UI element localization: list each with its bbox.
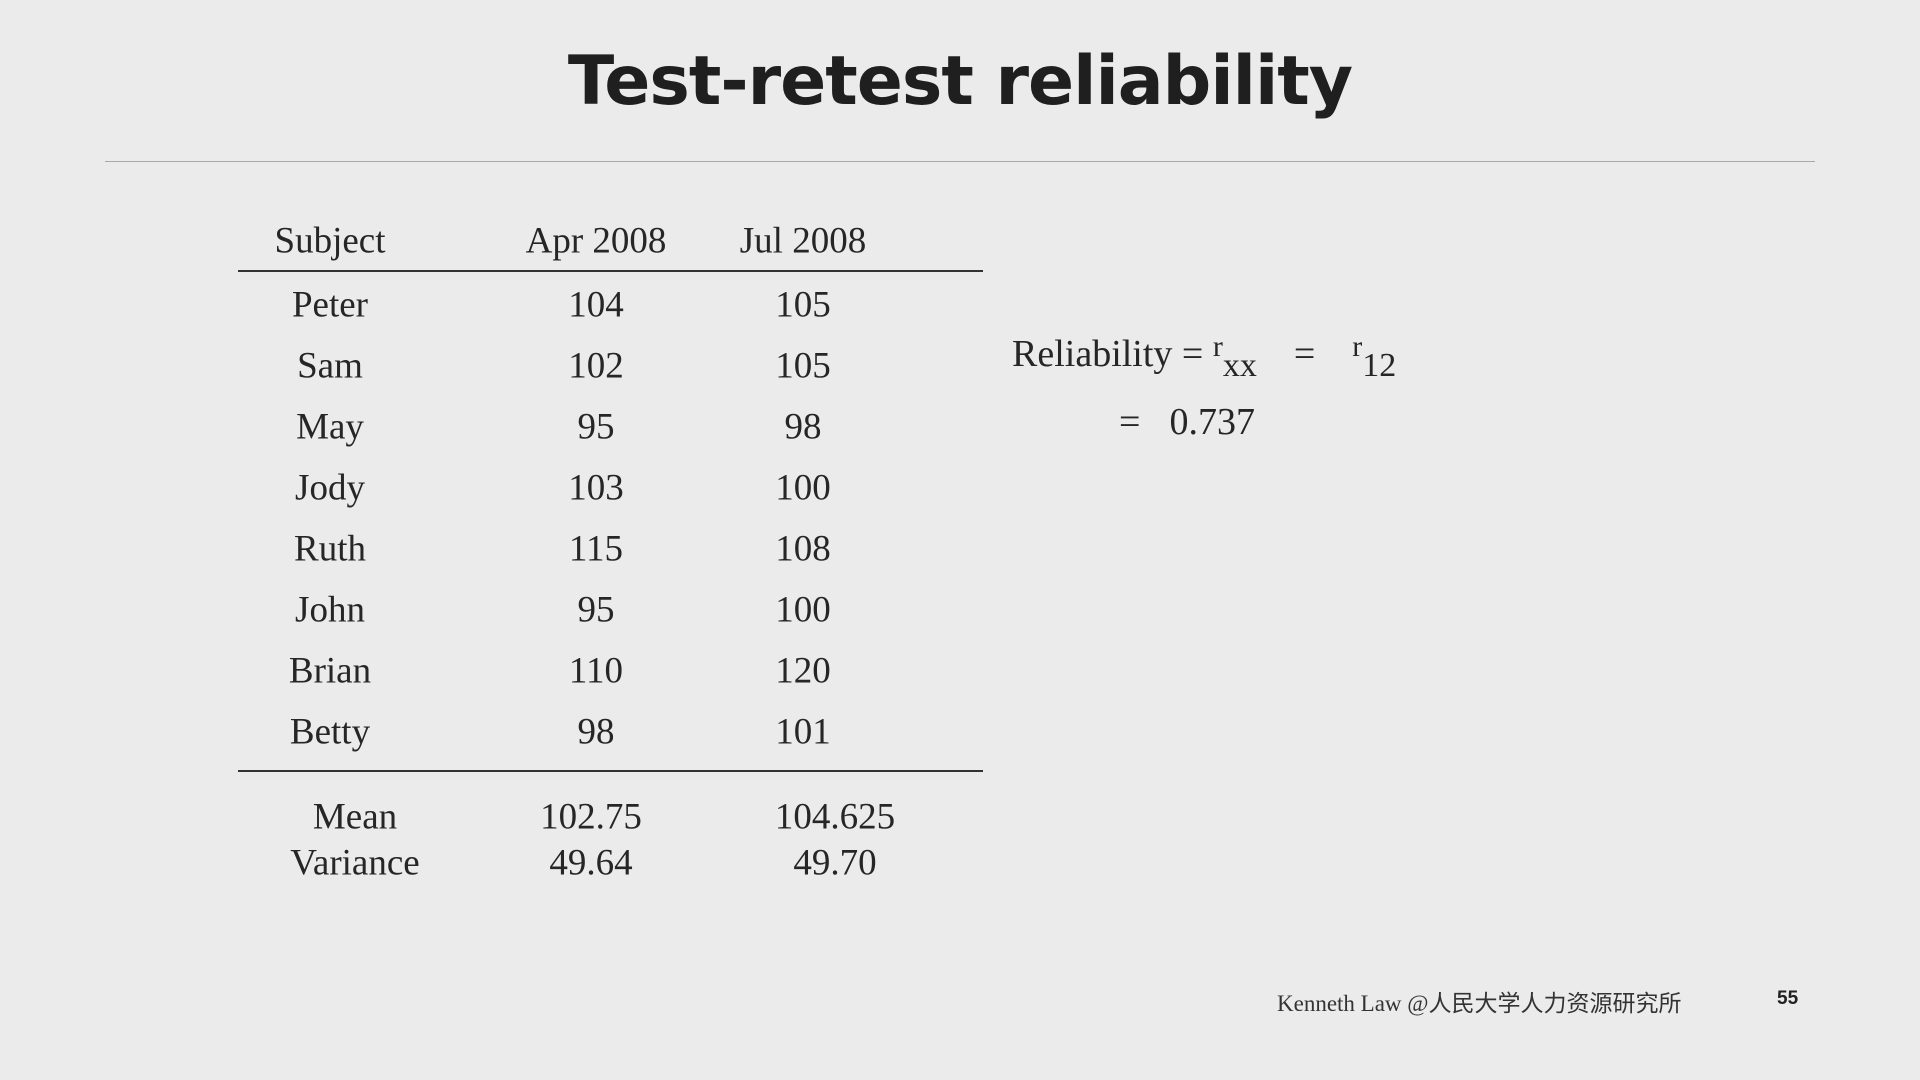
header-apr-2008: Apr 2008 (525, 220, 667, 262)
apr-score: 103 (568, 467, 624, 508)
jul-score: 120 (775, 650, 831, 691)
table-row: Sam 102 105 (238, 335, 983, 396)
apr-score: 95 (577, 589, 615, 630)
apr-score: 104 (568, 284, 624, 325)
apr-score: 95 (577, 406, 615, 447)
stat-label: Mean (312, 796, 398, 838)
header-jul-2008: Jul 2008 (739, 220, 867, 262)
footer-rule (238, 770, 983, 772)
jul-score: 100 (775, 589, 831, 630)
page-number: 55 (1777, 988, 1799, 1009)
reliability-formula: Reliability = rxx = r12 = 0.737 (1012, 330, 1397, 444)
stat-jul-value: 104.625 (774, 796, 896, 838)
apr-score: 98 (577, 711, 615, 752)
formula-definition: Reliability = rxx = r12 (1012, 330, 1397, 396)
table-header-row: Subject Apr 2008 Jul 2008 (238, 212, 983, 270)
formula-equals: = (1293, 333, 1316, 375)
table-stats: Mean 102.75 104.625 Variance 49.64 49.70 (238, 772, 983, 886)
table-row: Peter 104 105 (238, 274, 983, 335)
stat-row-mean: Mean 102.75 104.625 (238, 794, 983, 840)
jul-score: 105 (775, 345, 831, 386)
stat-apr-value: 49.64 (549, 842, 633, 884)
subject-name: Peter (291, 284, 369, 325)
jul-score: 98 (784, 406, 822, 447)
formula-result-equals: = (1119, 401, 1141, 443)
stat-jul-value: 49.70 (793, 842, 877, 884)
table-row: Betty 98 101 (238, 701, 983, 762)
subject-name: Betty (289, 711, 371, 752)
table-body: Peter 104 105 Sam 102 105 May 95 98 Jody… (238, 274, 983, 762)
header-subject: Subject (274, 220, 386, 262)
table-row: Jody 103 100 (238, 457, 983, 518)
jul-score: 108 (775, 528, 831, 569)
subject-name: John (295, 589, 365, 630)
reliability-table: Subject Apr 2008 Jul 2008 Peter 104 105 … (238, 212, 983, 886)
stat-label: Variance (290, 842, 420, 884)
jul-score: 101 (775, 711, 831, 752)
subject-name: Sam (297, 345, 363, 386)
footer-credit: Kenneth Law @人民大学人力资源研究所 (1277, 991, 1682, 1016)
subject-name: Ruth (294, 528, 366, 569)
table-row: John 95 100 (238, 579, 983, 640)
slide-title: Test-retest reliability (567, 42, 1353, 121)
apr-score: 102 (568, 345, 624, 386)
formula-subscript-xx: xx (1222, 347, 1257, 384)
stat-apr-value: 102.75 (540, 796, 642, 838)
formula-subscript-12: 12 (1362, 347, 1397, 384)
apr-score: 110 (568, 650, 624, 691)
formula-result-value: 0.737 (1169, 401, 1255, 443)
apr-score: 115 (568, 528, 624, 569)
formula-result: = 0.737 (1119, 400, 1396, 444)
stat-row-variance: Variance 49.64 49.70 (238, 840, 983, 886)
table-row: Ruth 115 108 (238, 518, 983, 579)
jul-score: 100 (775, 467, 831, 508)
title-divider (105, 161, 1815, 162)
formula-r-symbol: r (1212, 330, 1223, 363)
jul-score: 105 (775, 284, 831, 325)
subject-name: Brian (288, 650, 372, 691)
table-row: May 95 98 (238, 396, 983, 457)
formula-r-symbol: r (1352, 330, 1363, 363)
table-row: Brian 110 120 (238, 640, 983, 701)
subject-name: May (296, 406, 364, 447)
subject-name: Jody (295, 467, 365, 508)
formula-label: Reliability = (1012, 333, 1204, 375)
header-rule (238, 270, 983, 272)
